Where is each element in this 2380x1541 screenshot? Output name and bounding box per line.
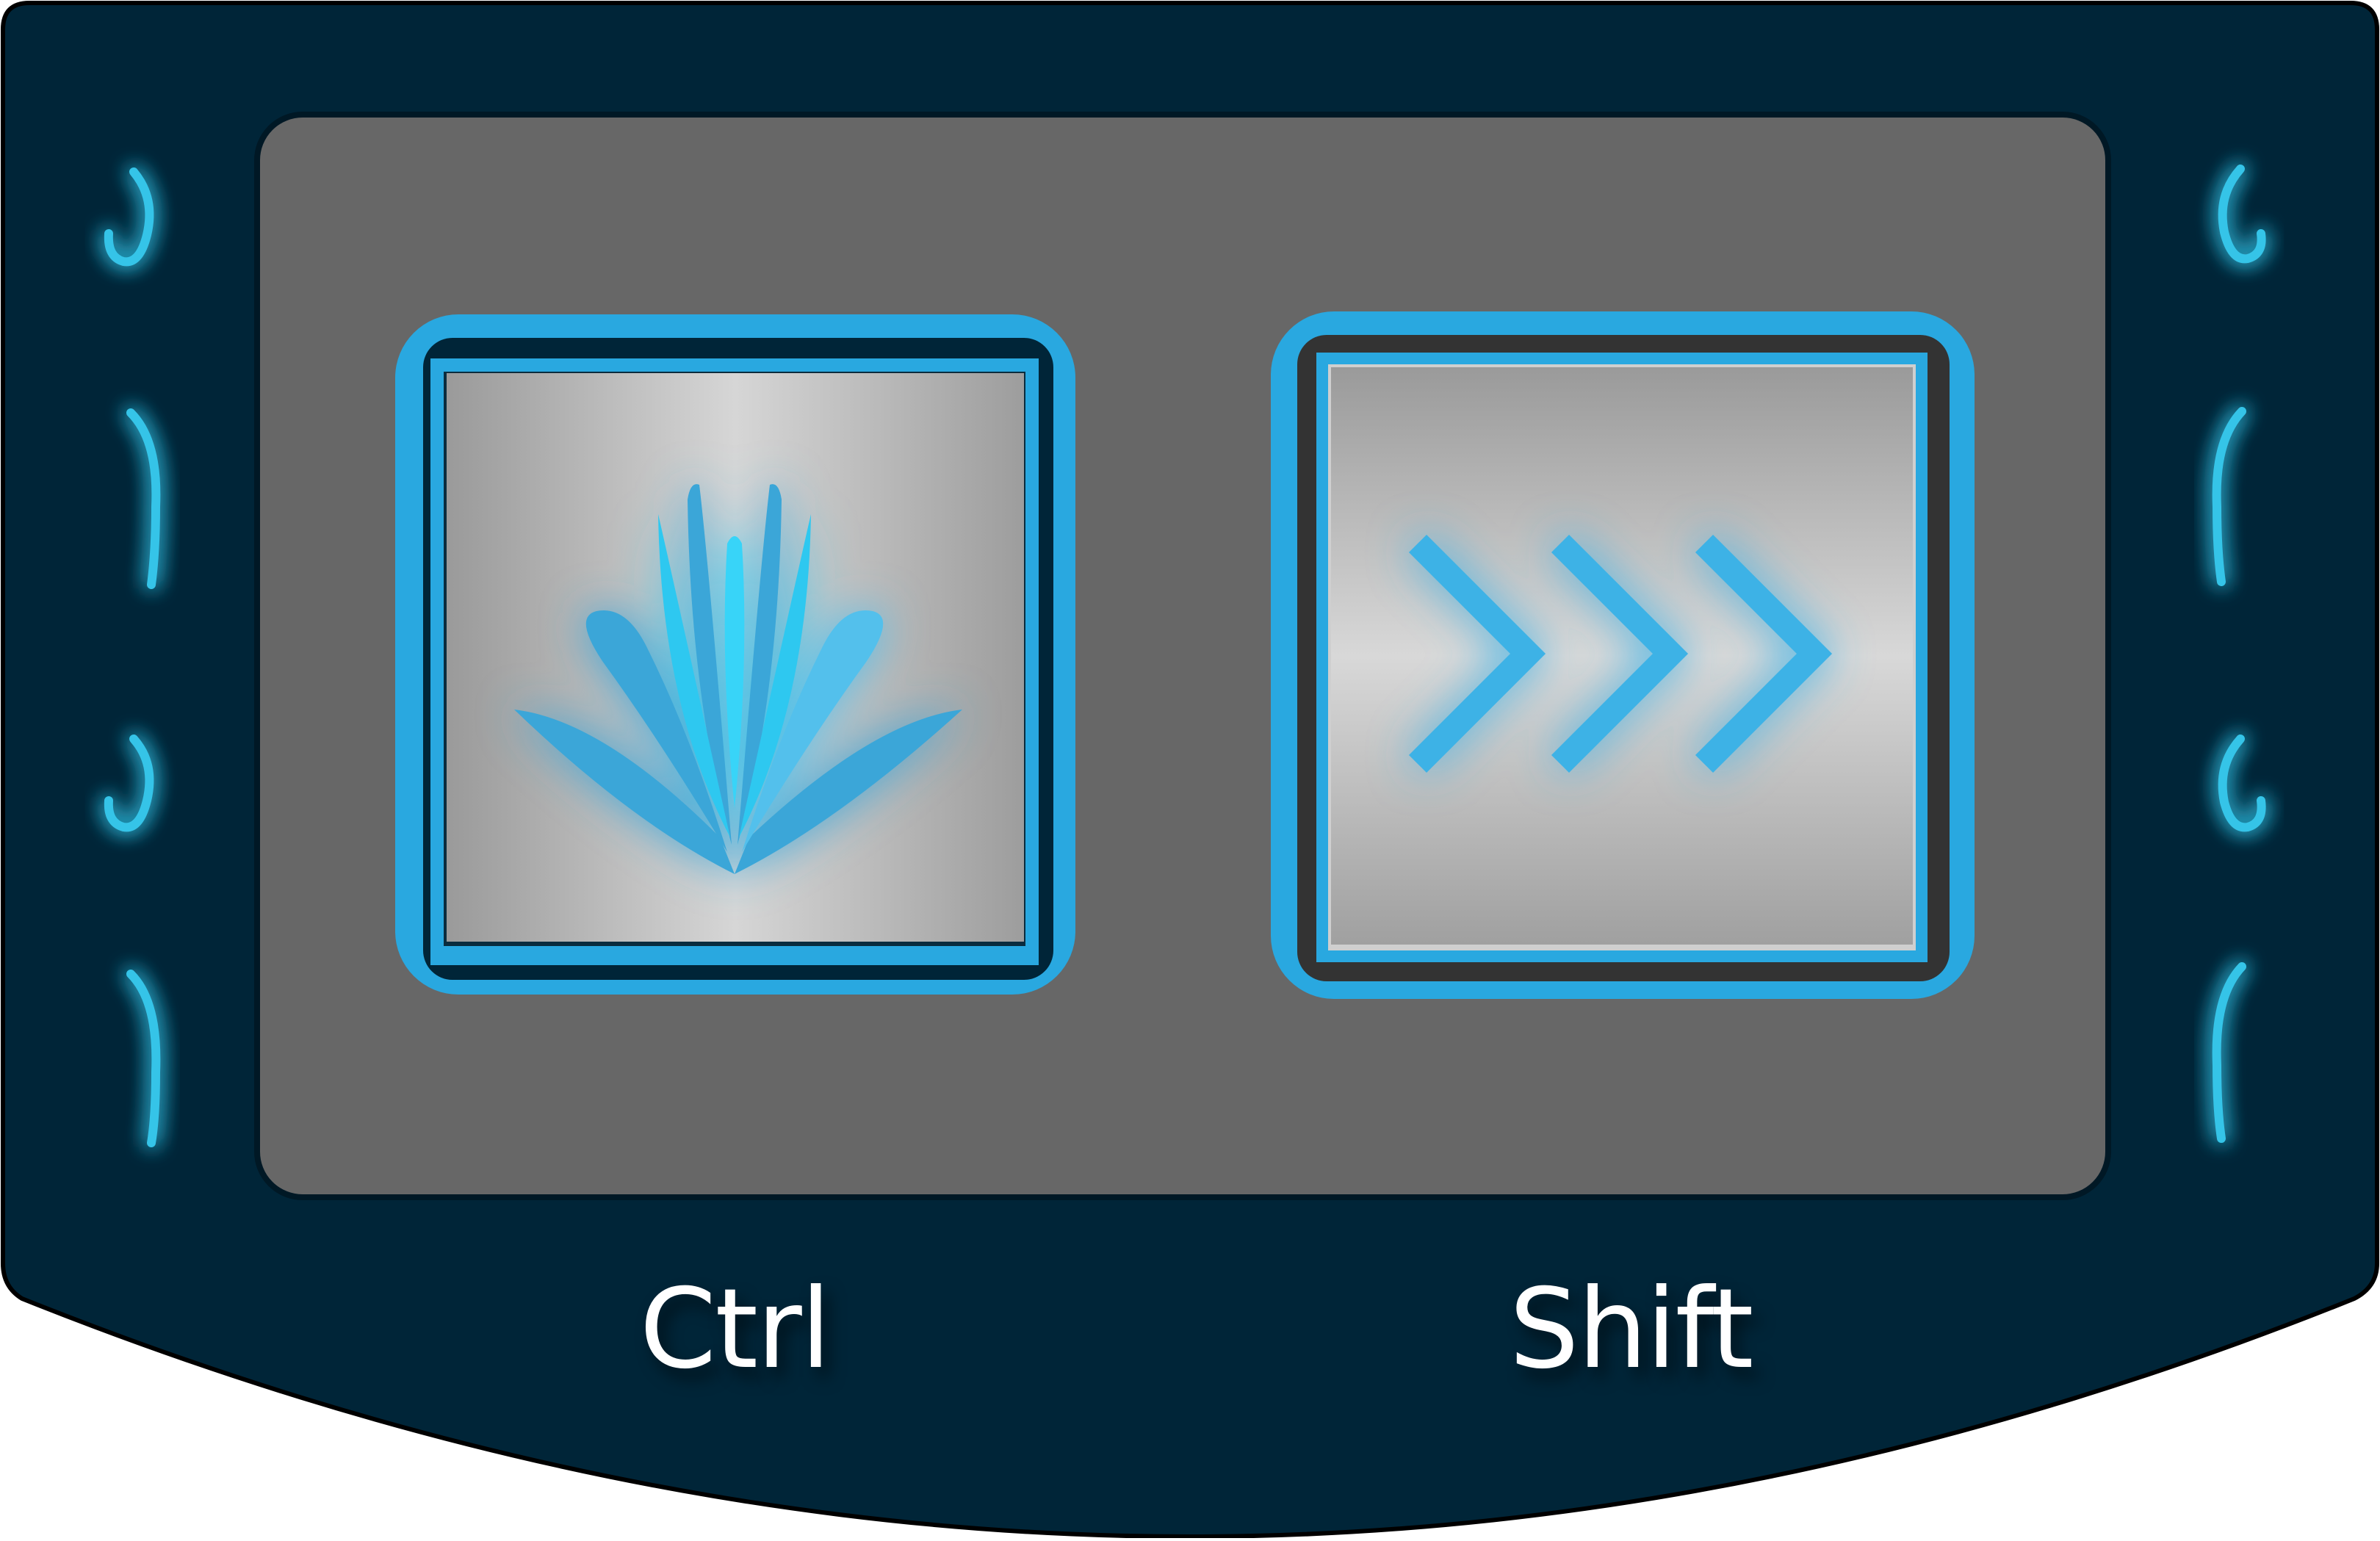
shift-key[interactable] — [1271, 311, 1975, 999]
ctrl-key-label: Ctrl — [639, 1266, 832, 1393]
left-long-arc-indicator-icon-1 — [126, 408, 161, 589]
right-indicators — [2212, 165, 2266, 1143]
right-long-arc-indicator-icon-1 — [2212, 407, 2246, 586]
left-hook-indicator-icon-1 — [104, 167, 154, 267]
lotus-icon — [514, 484, 962, 874]
right-hook-indicator-icon-2 — [2218, 735, 2266, 832]
right-long-arc-indicator-icon-2 — [2212, 962, 2246, 1143]
left-hook-indicator-icon-2 — [104, 735, 154, 832]
ctrl-key[interactable] — [395, 314, 1075, 995]
shift-key-label: Shift — [1509, 1266, 1754, 1393]
left-indicators — [104, 167, 161, 1147]
triple-chevron-right-icon — [1408, 534, 1833, 773]
left-long-arc-indicator-icon-2 — [126, 970, 161, 1147]
right-hook-indicator-icon-1 — [2218, 165, 2266, 264]
